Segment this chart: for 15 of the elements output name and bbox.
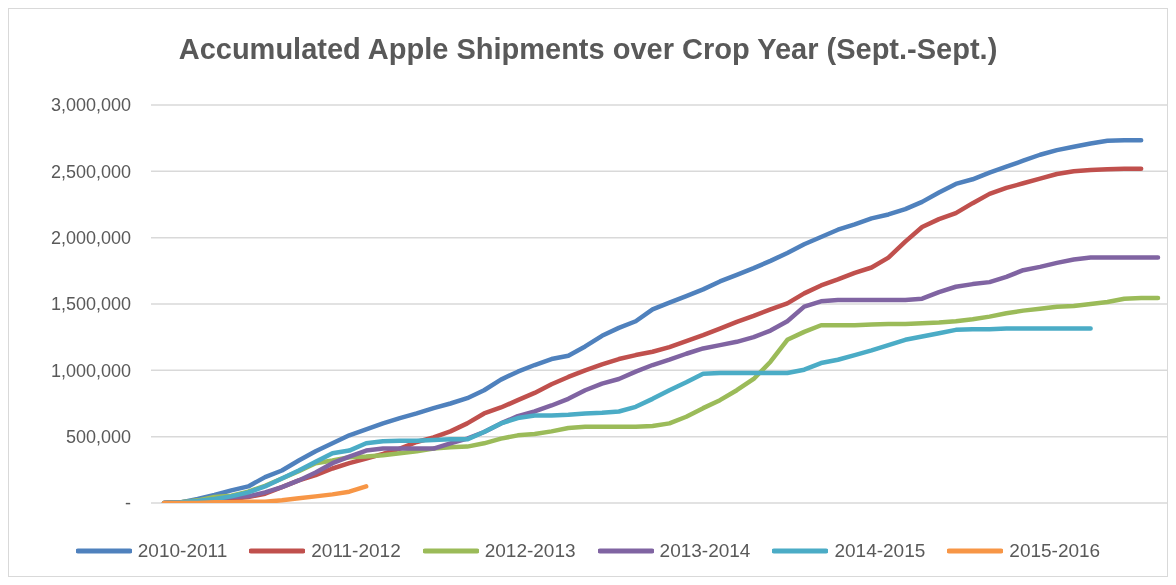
legend-label: 2014-2015 [834, 540, 926, 562]
line-series [161, 484, 369, 503]
y-tick-label: 500,000 [65, 427, 131, 448]
legend-label: 2012-2013 [484, 540, 576, 562]
chart-title: Accumulated Apple Shipments over Crop Year (Sept.-Sept.) [177, 31, 999, 67]
y-tick-label: 2,500,000 [50, 161, 131, 182]
y-tick-label: 2,000,000 [50, 228, 131, 249]
y-tick-label: 1,000,000 [50, 360, 131, 381]
y-tick-label: - [125, 493, 131, 514]
legend-label: 2011-2012 [311, 540, 401, 562]
legend-label: 2010-2011 [137, 540, 228, 562]
y-tick-label: 1,500,000 [50, 294, 131, 315]
y-tick-label: 3,000,000 [50, 95, 131, 116]
legend-label: 2013-2014 [659, 540, 751, 562]
legend-label: 2015-2016 [1009, 540, 1101, 562]
